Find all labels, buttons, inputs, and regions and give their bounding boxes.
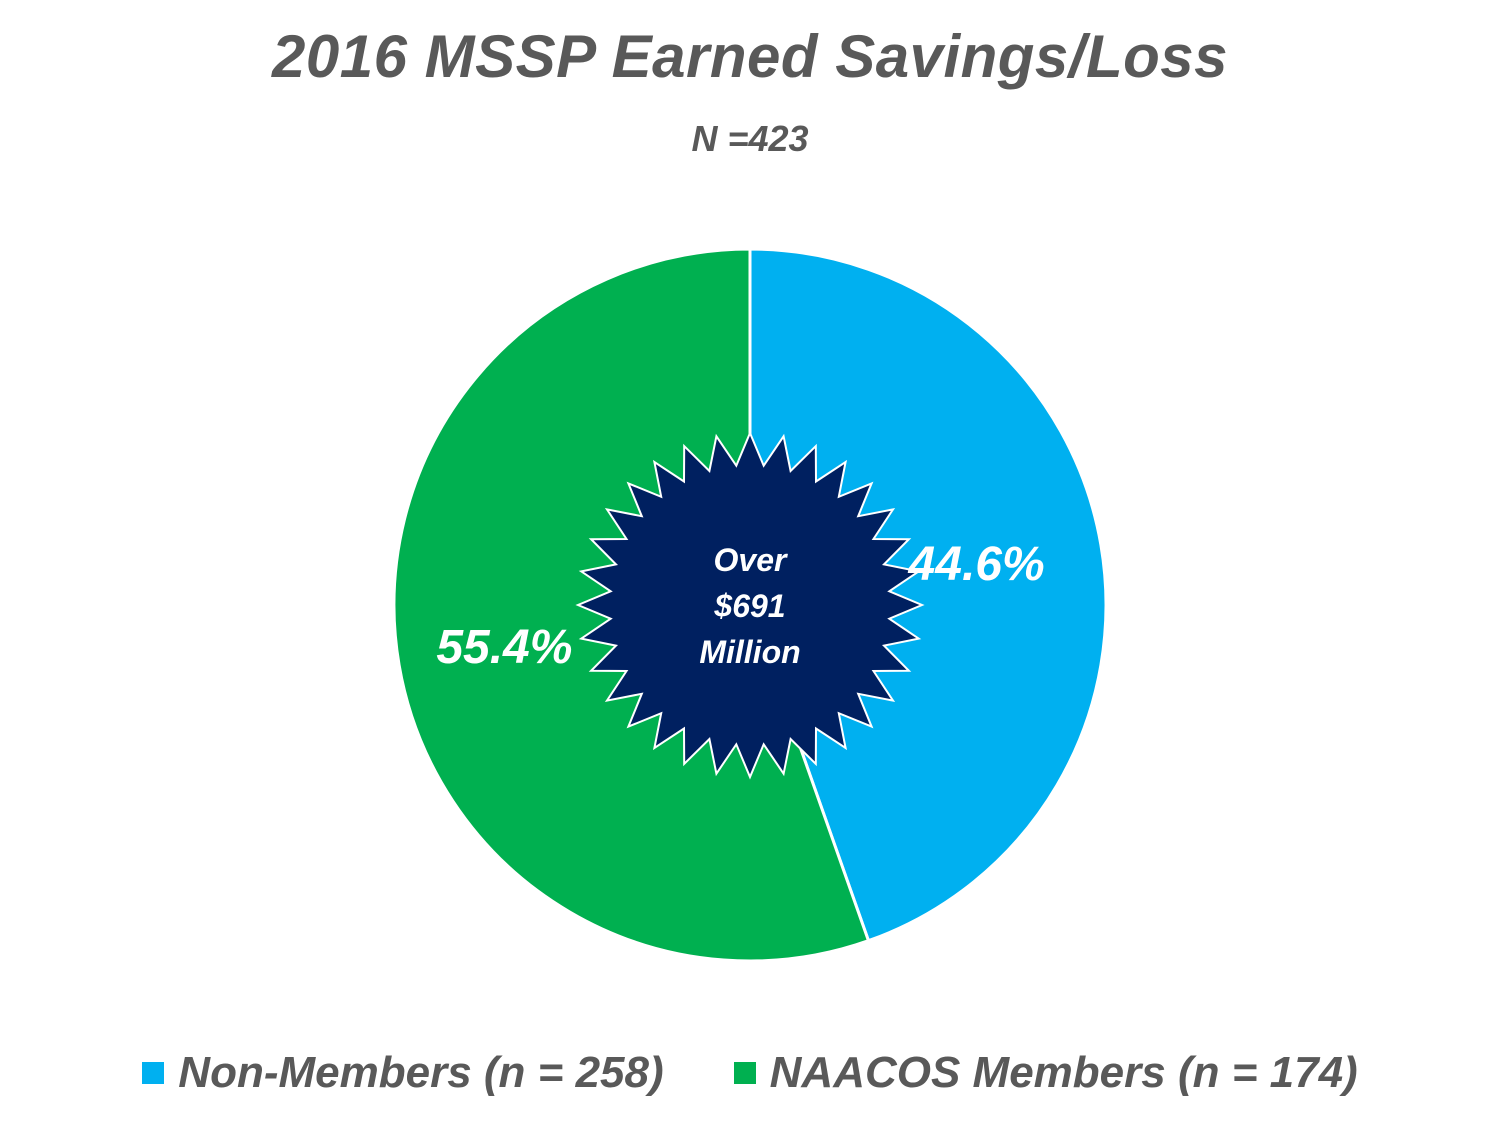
legend-item-naacos-members: NAACOS Members (n = 174): [733, 1048, 1358, 1098]
slice-label-1: 55.4%: [436, 621, 572, 674]
slice-labels: 44.6% 55.4%: [436, 538, 1044, 674]
legend-swatch-naacos-members: [733, 1062, 756, 1084]
chart-subtitle: N =423: [691, 118, 809, 159]
chart-title: 2016 MSSP Earned Savings/Loss: [271, 23, 1228, 90]
legend-label-naacos-members: NAACOS Members (n = 174): [769, 1048, 1358, 1097]
legend-swatch-non-members: [142, 1062, 165, 1084]
center-badge-line-1: $691: [713, 588, 785, 624]
center-badge-line-2: Million: [699, 634, 800, 670]
legend-label-non-members: Non-Members (n = 258): [178, 1048, 664, 1097]
center-badge-text: Over $691 Million: [699, 542, 800, 670]
center-badge-line-0: Over: [714, 542, 788, 578]
slice-label-0: 44.6%: [908, 538, 1045, 591]
legend: Non-Members (n = 258) NAACOS Members (n …: [0, 1048, 1500, 1098]
legend-item-non-members: Non-Members (n = 258): [142, 1048, 664, 1098]
pie-slice-0: [748, 247, 1108, 943]
center-starburst-badge: [575, 430, 925, 780]
